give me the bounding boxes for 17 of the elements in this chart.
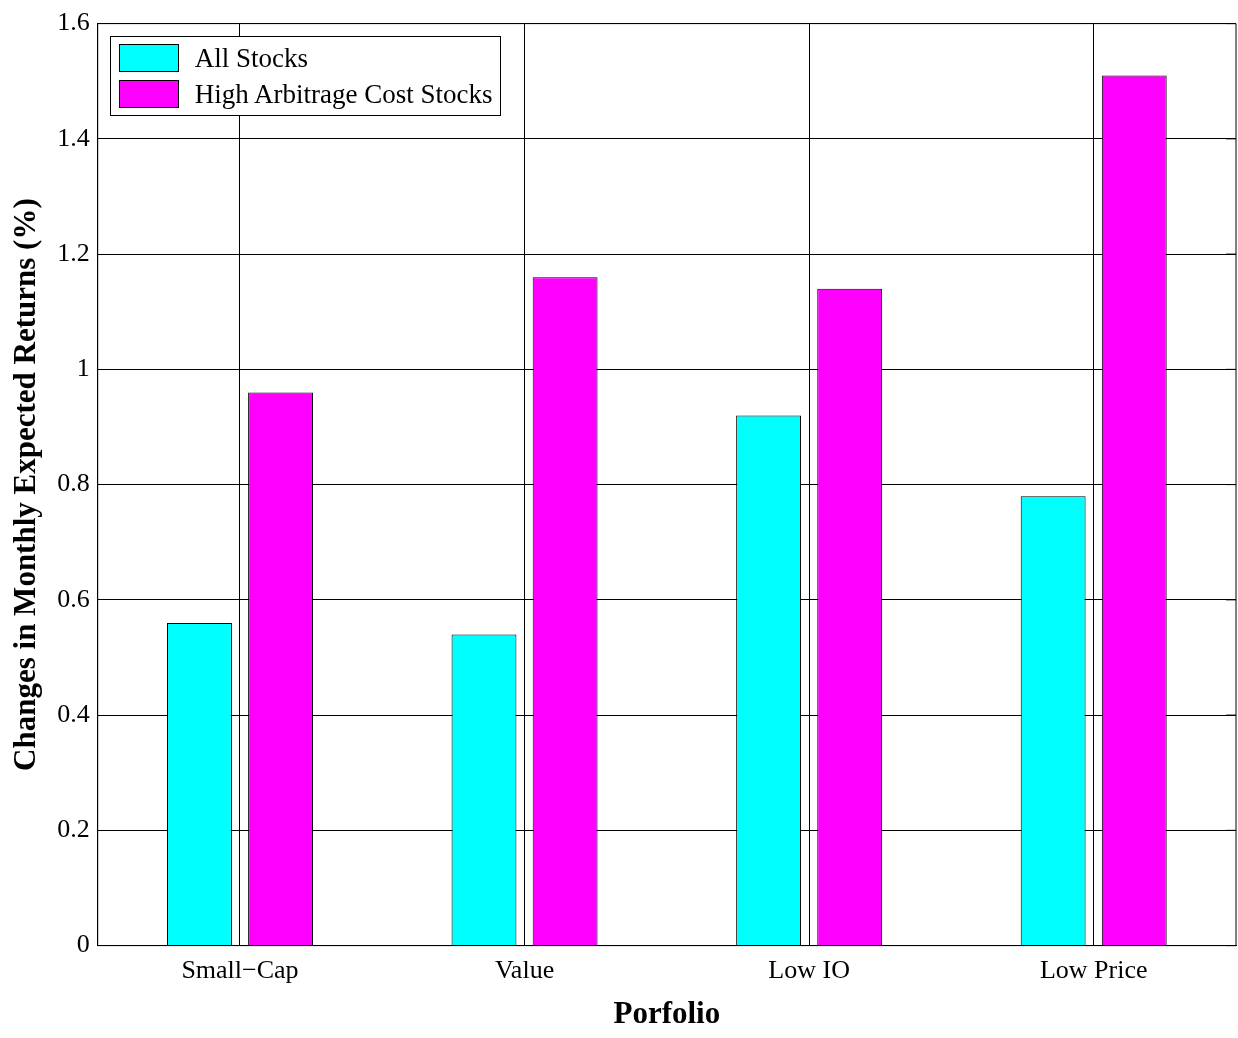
y-tick-label: 1 [76,353,90,383]
y-axis-title: Changes in Monthly Expected Returns (%) [6,198,42,771]
legend-label: High Arbitrage Cost Stocks [194,77,493,111]
y-tick-label: 0.6 [57,583,90,613]
y-tick-label: 0 [76,929,90,959]
x-tick-label: Low IO [768,955,850,985]
y-tick-label: 0.2 [57,814,90,844]
y-tick-label: 1.2 [57,237,90,267]
x-tick-label: Value [494,955,555,985]
x-axis-title: Porfolio [613,995,721,1031]
y-tick-label: 0.4 [57,698,90,728]
y-tick-label: 0.8 [57,468,90,498]
y-tick-label: 1.4 [57,122,90,152]
x-tick-label: Small−Cap [181,955,299,985]
legend-label: All Stocks [194,41,308,75]
y-tick-label: 1.6 [57,7,90,37]
x-tick-label: Low Price [1039,955,1148,985]
